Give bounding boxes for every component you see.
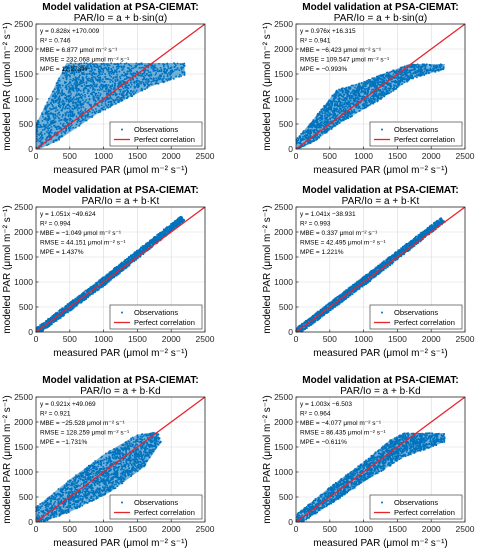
x-tick-label: 500 — [323, 151, 337, 161]
legend-label-observations: Observations — [394, 125, 438, 134]
stat-line: R² = 0.941 — [300, 38, 331, 45]
chart-subtitle: PAR/Io = a + b·sin(α) — [334, 13, 427, 24]
y-tick-label: 500 — [19, 302, 33, 312]
stat-line: y = 0.976x +16.315 — [300, 28, 356, 35]
x-axis-label: measured PAR (μmol m⁻² s⁻¹) — [53, 348, 187, 359]
y-tick-label: 1500 — [274, 69, 293, 79]
stat-line: MBE = −6.423 μmol m⁻² s⁻¹ — [300, 47, 382, 54]
y-tick-label: 500 — [19, 119, 33, 129]
y-tick-label: 0 — [28, 144, 33, 154]
y-tick-label: 1000 — [274, 94, 293, 104]
x-tick-label: 1000 — [94, 151, 113, 161]
legend-label-perfect: Perfect correlation — [394, 135, 455, 144]
stat-line: MBE = −1.049 μmol m⁻² s⁻¹ — [40, 230, 122, 237]
legend-label-perfect: Perfect correlation — [134, 318, 195, 327]
x-tick-label: 500 — [63, 334, 77, 344]
y-tick-label: 2500 — [274, 19, 293, 29]
y-tick-label: 0 — [288, 144, 293, 154]
chart-subtitle: PAR/Io = a + b·sin(α) — [74, 13, 167, 24]
legend-marker-observations — [381, 129, 383, 131]
y-axis-label: modeled PAR (μmol m⁻² s⁻¹) — [2, 22, 13, 150]
stat-line: R² = 0.746 — [40, 38, 71, 45]
y-axis-label: modeled PAR (μmol m⁻² s⁻¹) — [2, 205, 13, 333]
x-tick-label: 0 — [34, 334, 39, 344]
legend-marker-observations — [121, 312, 123, 314]
stat-line: MPE = −0.993% — [300, 66, 348, 73]
y-tick-label: 1500 — [14, 252, 33, 262]
chart-panel-1: Model validation at PSA-CIEMAT:PAR/Io = … — [2, 2, 215, 176]
x-tick-label: 2500 — [456, 151, 475, 161]
stat-line: MPE = 12.273% — [40, 66, 87, 73]
x-axis-label: measured PAR (μmol m⁻² s⁻¹) — [53, 165, 187, 176]
chart-subtitle: PAR/Io = a + b·Kt — [82, 196, 160, 207]
chart-title: Model validation at PSA-CIEMAT: — [42, 185, 199, 196]
x-tick-label: 1500 — [128, 151, 147, 161]
chart-title: Model validation at PSA-CIEMAT: — [302, 185, 459, 196]
legend-label-observations: Observations — [134, 125, 178, 134]
x-tick-label: 2000 — [162, 151, 181, 161]
chart-panel-3: Model validation at PSA-CIEMAT:PAR/Io = … — [2, 185, 215, 359]
legend-label-observations: Observations — [134, 308, 178, 317]
chart-panel-4: Model validation at PSA-CIEMAT:PAR/Io = … — [262, 185, 475, 359]
stat-line: y = 0.828x +170.009 — [40, 28, 100, 35]
x-axis-label: measured PAR (μmol m⁻² s⁻¹) — [313, 165, 447, 176]
chart-panel-2: Model validation at PSA-CIEMAT:PAR/Io = … — [262, 2, 475, 176]
y-tick-label: 2000 — [14, 44, 33, 54]
chart-title: Model validation at PSA-CIEMAT: — [42, 2, 199, 13]
y-tick-label: 2000 — [274, 44, 293, 54]
x-tick-label: 0 — [294, 151, 299, 161]
x-tick-label: 1500 — [388, 151, 407, 161]
x-tick-label: 2500 — [196, 334, 215, 344]
y-axis-label: modeled PAR (μmol m⁻² s⁻¹) — [262, 22, 273, 150]
stat-line: MBE = 6.877 μmol m⁻² s⁻¹ — [40, 47, 118, 54]
stat-line: y = 1.051x −49.624 — [40, 211, 96, 218]
y-tick-label: 1000 — [14, 277, 33, 287]
y-tick-label: 2500 — [14, 19, 33, 29]
legend-marker-observations — [121, 129, 123, 131]
x-tick-label: 2500 — [196, 151, 215, 161]
x-tick-label: 500 — [63, 151, 77, 161]
stat-line: R² = 0.994 — [40, 221, 71, 228]
y-tick-label: 1500 — [14, 69, 33, 79]
stat-line: RMSE = 232.068 μmol m⁻² s⁻¹ — [40, 57, 130, 64]
y-tick-label: 2000 — [14, 227, 33, 237]
stat-line: RMSE = 109.547 μmol m⁻² s⁻¹ — [300, 57, 390, 64]
x-tick-label: 0 — [34, 151, 39, 161]
x-tick-label: 1000 — [354, 151, 373, 161]
y-tick-label: 1000 — [14, 94, 33, 104]
x-tick-label: 1500 — [128, 334, 147, 344]
x-tick-label: 2000 — [162, 334, 181, 344]
y-tick-label: 0 — [28, 327, 33, 337]
stat-line: RMSE = 44.151 μmol m⁻² s⁻¹ — [40, 240, 126, 247]
chart-subtitle: PAR/Io = a + b·Kt — [342, 196, 420, 207]
y-tick-label: 2500 — [14, 202, 33, 212]
y-tick-label: 500 — [279, 119, 293, 129]
x-tick-label: 2000 — [422, 151, 441, 161]
legend-label-perfect: Perfect correlation — [134, 135, 195, 144]
stat-line: MPE = 1.437% — [40, 249, 84, 256]
chart-title: Model validation at PSA-CIEMAT: — [302, 2, 459, 13]
x-tick-label: 1000 — [94, 334, 113, 344]
